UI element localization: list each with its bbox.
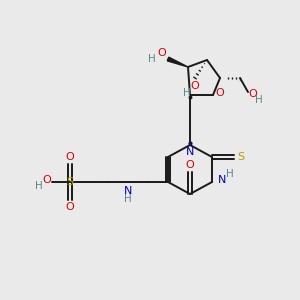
Text: O: O (186, 160, 194, 170)
Text: N: N (124, 186, 132, 196)
Text: O: O (66, 152, 74, 162)
Text: H: H (255, 95, 263, 105)
Text: S: S (237, 152, 244, 162)
Text: H: H (148, 54, 156, 64)
Text: H: H (183, 88, 191, 98)
Text: H: H (226, 169, 234, 179)
Text: H: H (124, 194, 132, 204)
Text: O: O (249, 89, 257, 99)
Text: O: O (216, 88, 224, 98)
Text: O: O (43, 175, 51, 185)
Polygon shape (167, 57, 188, 67)
Text: N: N (218, 175, 226, 185)
Text: H: H (35, 181, 43, 191)
Text: O: O (158, 48, 166, 58)
Text: O: O (190, 81, 200, 91)
Text: S: S (66, 177, 74, 187)
Text: O: O (66, 202, 74, 212)
Text: N: N (186, 147, 194, 157)
